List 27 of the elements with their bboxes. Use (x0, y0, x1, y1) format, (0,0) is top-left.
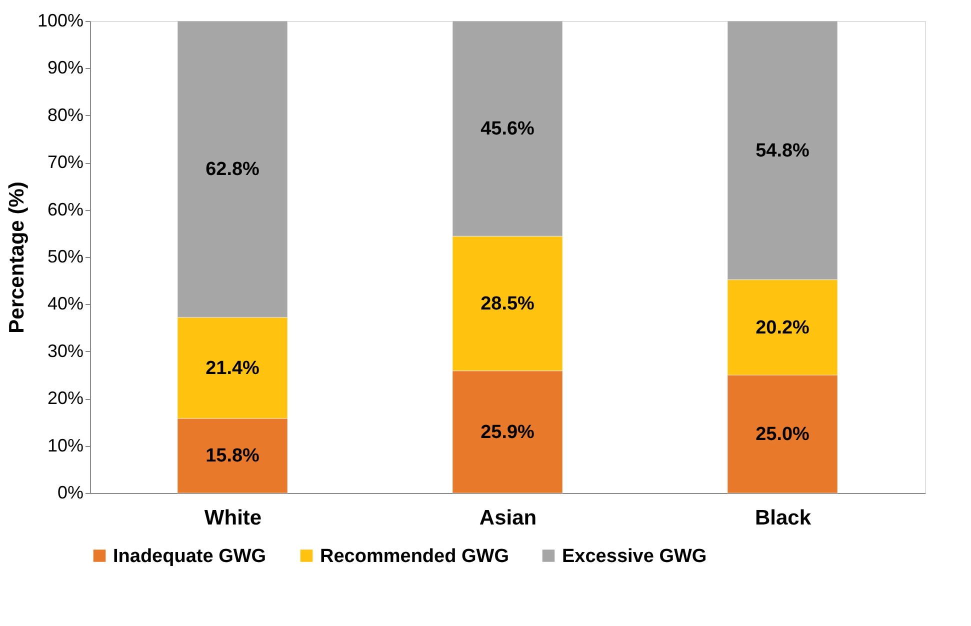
x-tick-label: Asian (479, 506, 537, 530)
y-tick-label: 90% (47, 58, 84, 78)
y-tick-label: 20% (47, 388, 84, 408)
data-label: 45.6% (480, 118, 535, 140)
data-label: 25.0% (756, 424, 810, 445)
data-label: 54.8% (756, 140, 810, 162)
data-label: 25.9% (480, 422, 535, 443)
y-tick-label: 40% (47, 294, 84, 314)
y-tick-label: 80% (47, 104, 84, 125)
legend-label: Recommended GWG (320, 546, 509, 567)
y-axis-title: Percentage (%) (5, 182, 28, 334)
x-tick-label: White (204, 506, 262, 530)
data-label: 62.8% (206, 159, 260, 180)
data-label: 21.4% (206, 358, 260, 379)
legend-label: Inadequate GWG (113, 546, 266, 567)
y-tick-label: 60% (47, 199, 84, 220)
x-tick-label: Black (754, 506, 812, 530)
y-tick-label: 0% (57, 482, 84, 502)
data-label: 20.2% (756, 317, 810, 338)
legend-label: Excessive GWG (562, 546, 707, 567)
data-label: 28.5% (480, 293, 535, 314)
y-tick-label: 10% (47, 435, 84, 456)
y-tick-label: 50% (47, 246, 84, 266)
data-label: 15.8% (206, 446, 260, 467)
y-tick-label: 70% (47, 152, 84, 172)
y-tick-label: 100% (37, 10, 84, 30)
y-tick-label: 30% (47, 340, 84, 361)
